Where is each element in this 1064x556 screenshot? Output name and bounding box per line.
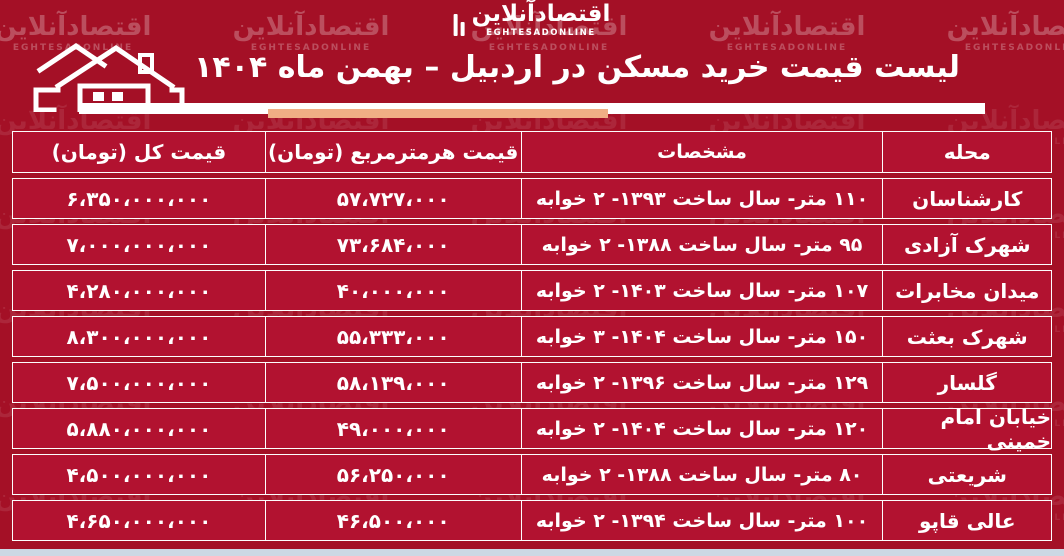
cell-neighborhood: شهرک آزادی (882, 224, 1052, 265)
cell-neighborhood: کارشناسان (882, 178, 1052, 219)
table-row: گلسار ۱۲۹ متر- سال ساخت ۱۳۹۶- ۲ خوابه ۵۸… (12, 362, 1052, 403)
cell-specs: ۱۰۷ متر- سال ساخت ۱۴۰۳- ۲ خوابه (520, 270, 883, 311)
cell-neighborhood: خیابان امام خمینی (882, 405, 1052, 453)
cell-total-price: ۴،۶۵۰،۰۰۰،۰۰۰ (12, 500, 265, 541)
cell-price-per-m2: ۵۵،۳۳۳،۰۰۰ (264, 316, 521, 357)
table-row: کارشناسان ۱۱۰ متر- سال ساخت ۱۳۹۳- ۲ خواب… (12, 178, 1052, 219)
eghtesadonline-logo: اقتصادآنلاین EGHTESADONLINE (453, 1, 611, 39)
cell-specs: ۹۵ متر- سال ساخت ۱۳۸۸- ۲ خوابه (520, 224, 883, 265)
cell-total-price: ۶،۳۵۰،۰۰۰،۰۰۰ (12, 178, 265, 219)
cell-price-per-m2: ۴۶،۵۰۰،۰۰۰ (264, 500, 521, 541)
table-row: شهرک آزادی ۹۵ متر- سال ساخت ۱۳۸۸- ۲ خواب… (12, 224, 1052, 265)
cell-neighborhood: میدان مخابرات (882, 270, 1052, 311)
logo-text-en: EGHTESADONLINE (486, 28, 596, 39)
table-row: خیابان امام خمینی ۱۲۰ متر- سال ساخت ۱۴۰۴… (12, 405, 1052, 453)
cell-total-price: ۸،۳۰۰،۰۰۰،۰۰۰ (12, 316, 265, 357)
cell-neighborhood: گلسار (882, 362, 1052, 403)
bottom-strip (0, 549, 1064, 556)
cell-price-per-m2: ۵۷،۷۲۷،۰۰۰ (264, 178, 521, 219)
cell-price-per-m2: ۴۰،۰۰۰،۰۰۰ (264, 270, 521, 311)
table-header-row: محله مشخصات قیمت هرمترمربع (تومان) قیمت … (12, 131, 1052, 173)
page-title: لیست قیمت خرید مسکن در اردبیل – بهمن ماه… (194, 50, 960, 85)
logo-bars-icon (453, 2, 465, 36)
title-underline-white (79, 103, 985, 114)
cell-total-price: ۷،۰۰۰،۰۰۰،۰۰۰ (12, 224, 265, 265)
cell-price-per-m2: ۴۹،۰۰۰،۰۰۰ (264, 408, 521, 449)
table-row: میدان مخابرات ۱۰۷ متر- سال ساخت ۱۴۰۳- ۲ … (12, 270, 1052, 311)
table-row: عالی قاپو ۱۰۰ متر- سال ساخت ۱۳۹۴- ۲ خواب… (12, 500, 1052, 541)
cell-total-price: ۵،۸۸۰،۰۰۰،۰۰۰ (12, 408, 265, 449)
cell-neighborhood: شریعتی (882, 454, 1052, 495)
cell-specs: ۱۲۰ متر- سال ساخت ۱۴۰۴- ۲ خوابه (520, 408, 883, 449)
cell-specs: ۱۵۰ متر- سال ساخت ۱۴۰۴- ۳ خوابه (520, 316, 883, 357)
header-total-price: قیمت کل (تومان) (12, 131, 265, 173)
cell-total-price: ۷،۵۰۰،۰۰۰،۰۰۰ (12, 362, 265, 403)
header-specs: مشخصات (520, 131, 883, 173)
cell-neighborhood: شهرک بعثت (882, 316, 1052, 357)
table-row: شریعتی ۸۰ متر- سال ساخت ۱۳۸۸- ۲ خوابه ۵۶… (12, 454, 1052, 495)
header-mahalleh: محله (882, 131, 1052, 173)
cell-price-per-m2: ۵۸،۱۳۹،۰۰۰ (264, 362, 521, 403)
cell-total-price: ۴،۲۸۰،۰۰۰،۰۰۰ (12, 270, 265, 311)
cell-price-per-m2: ۵۶،۲۵۰،۰۰۰ (264, 454, 521, 495)
header-price-per-m2: قیمت هرمترمربع (تومان) (264, 131, 521, 173)
table-row: شهرک بعثت ۱۵۰ متر- سال ساخت ۱۴۰۴- ۳ خواب… (12, 316, 1052, 357)
cell-specs: ۱۱۰ متر- سال ساخت ۱۳۹۳- ۲ خوابه (520, 178, 883, 219)
cell-specs: ۱۲۹ متر- سال ساخت ۱۳۹۶- ۲ خوابه (520, 362, 883, 403)
logo-text-fa: اقتصادآنلاین (471, 1, 611, 27)
cell-specs: ۸۰ متر- سال ساخت ۱۳۸۸- ۲ خوابه (520, 454, 883, 495)
price-table: محله مشخصات قیمت هرمترمربع (تومان) قیمت … (12, 131, 1052, 546)
title-underline-salmon (268, 109, 608, 118)
cell-neighborhood: عالی قاپو (882, 500, 1052, 541)
cell-total-price: ۴،۵۰۰،۰۰۰،۰۰۰ (12, 454, 265, 495)
cell-specs: ۱۰۰ متر- سال ساخت ۱۳۹۴- ۲ خوابه (520, 500, 883, 541)
cell-price-per-m2: ۷۳،۶۸۴،۰۰۰ (264, 224, 521, 265)
